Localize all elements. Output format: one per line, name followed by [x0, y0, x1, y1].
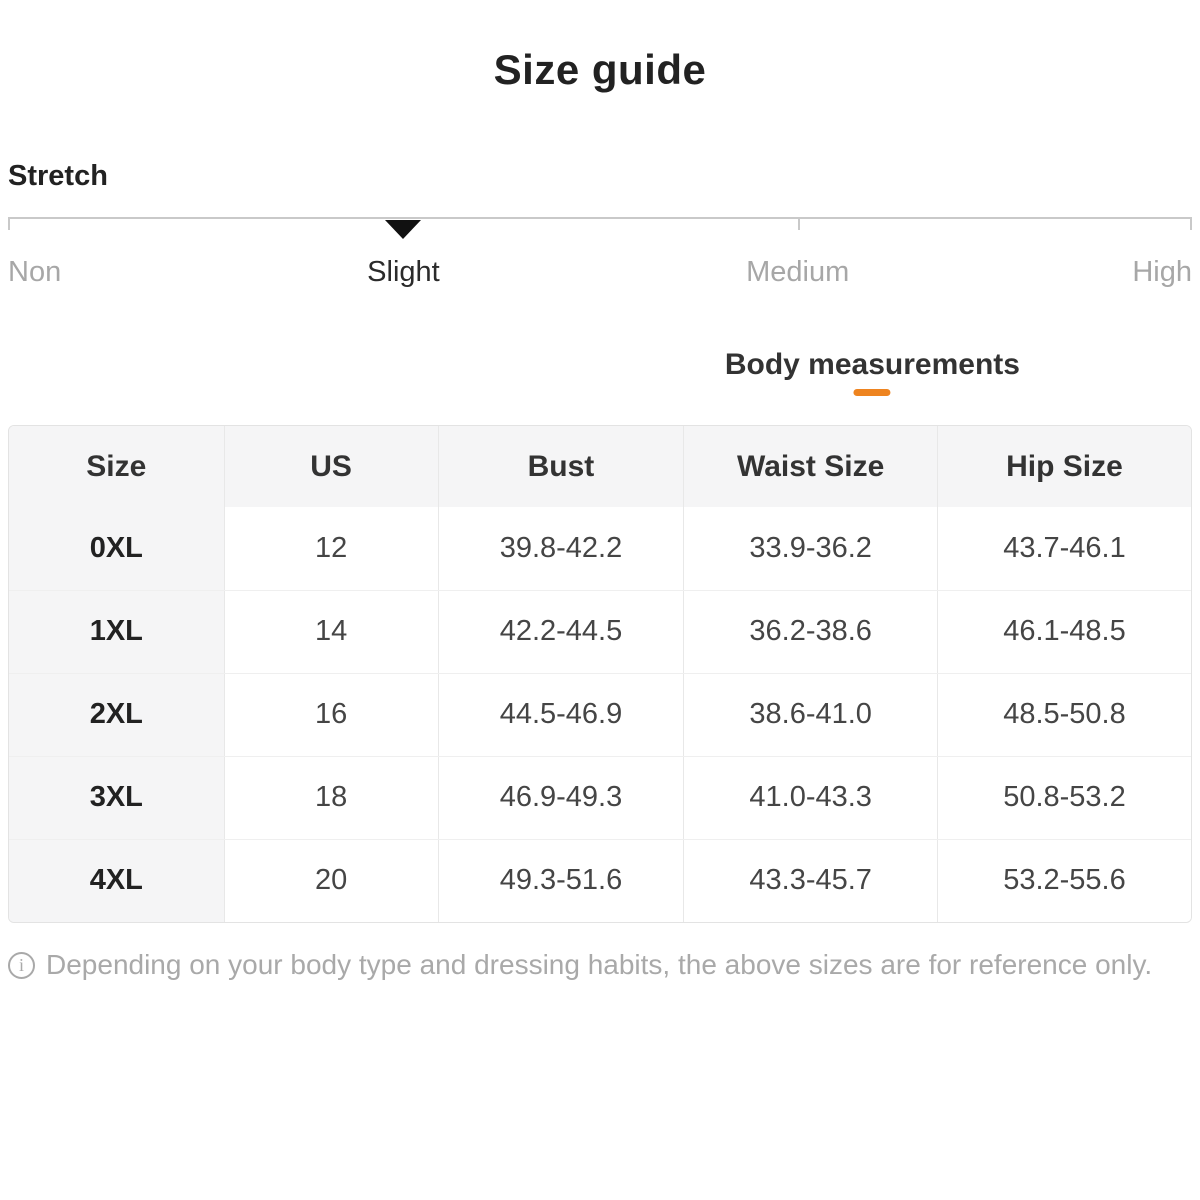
cell: 43.7-46.1	[937, 507, 1191, 591]
column-header-bust: Bust	[438, 426, 685, 507]
cell: 42.2-44.5	[438, 590, 685, 674]
row-header: 3XL	[9, 756, 225, 840]
row-header: 0XL	[9, 507, 225, 591]
stretch-option-medium: Medium	[746, 256, 850, 288]
cell: 12	[224, 507, 439, 591]
table-row: 3XL 18 46.9-49.3 41.0-43.3 50.8-53.2	[9, 756, 1191, 840]
cell: 48.5-50.8	[937, 673, 1191, 757]
cell: 38.6-41.0	[683, 673, 938, 757]
stretch-scale-tick-start	[8, 217, 10, 230]
size-table: Size US Bust Waist Size Hip Size 0XL 12 39.8-4…	[8, 425, 1192, 923]
body-measurements-underline	[853, 389, 891, 396]
cell: 50.8-53.2	[937, 756, 1191, 840]
cell: 53.2-55.6	[937, 839, 1191, 922]
column-header-size: Size	[9, 426, 225, 507]
footer-note: i Depending on your body type and dressi…	[8, 949, 1152, 981]
cell: 36.2-38.6	[683, 590, 938, 674]
cell: 44.5-46.9	[438, 673, 685, 757]
cell: 20	[224, 839, 439, 922]
stretch-scale: Non Slight Medium High	[8, 217, 1192, 302]
cell: 43.3-45.7	[683, 839, 938, 922]
row-header: 4XL	[9, 839, 225, 922]
cell: 46.9-49.3	[438, 756, 685, 840]
stretch-label: Stretch	[8, 160, 108, 192]
size-table-header-row: Size US Bust Waist Size Hip Size	[9, 426, 1191, 507]
stretch-option-non: Non	[8, 256, 62, 288]
page-title: Size guide	[493, 46, 707, 93]
stretch-scale-tick-medium	[797, 217, 800, 230]
footer-note-text: Depending on your body type and dressing…	[46, 949, 1153, 980]
stretch-scale-tick-end	[1190, 217, 1192, 230]
stretch-scale-line	[8, 217, 1192, 219]
table-row: 4XL 20 49.3-51.6 43.3-45.7 53.2-55.6	[9, 839, 1191, 922]
cell: 46.1-48.5	[937, 590, 1191, 674]
cell: 14	[224, 590, 439, 674]
row-header: 1XL	[9, 590, 225, 674]
table-row: 1XL 14 42.2-44.5 36.2-38.6 46.1-48.5	[9, 590, 1191, 674]
stretch-marker-triangle-icon	[385, 220, 422, 239]
column-header-hip-size: Hip Size	[937, 426, 1191, 507]
cell: 41.0-43.3	[683, 756, 938, 840]
column-header-us: US	[224, 426, 439, 507]
tab-body-measurements[interactable]: Body measurements	[725, 348, 1020, 396]
stretch-option-slight: Slight	[367, 256, 440, 288]
stretch-option-high: High	[1132, 256, 1192, 288]
cell: 39.8-42.2	[438, 507, 685, 591]
cell: 49.3-51.6	[438, 839, 685, 922]
cell: 18	[224, 756, 439, 840]
body-measurements-tab-label: Body measurements	[724, 348, 1020, 381]
row-header: 2XL	[9, 673, 225, 757]
table-row: 0XL 12 39.8-42.2 33.9-36.2 43.7-46.1	[9, 507, 1191, 591]
table-row: 2XL 16 44.5-46.9 38.6-41.0 48.5-50.8	[9, 673, 1191, 757]
cell: 33.9-36.2	[683, 507, 938, 591]
cell: 16	[224, 673, 439, 757]
column-header-waist-size: Waist Size	[683, 426, 938, 507]
size-table-body: 0XL 12 39.8-42.2 33.9-36.2 43.7-46.1 1XL 14 42.…	[9, 507, 1191, 922]
info-icon: i	[8, 951, 35, 979]
